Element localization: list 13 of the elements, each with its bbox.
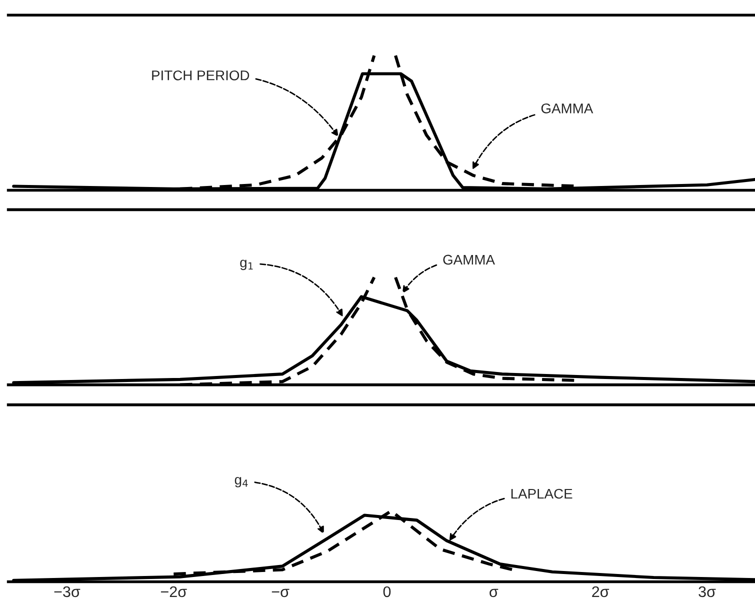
x-tick-label: 3σ [698,586,716,598]
annotation: PITCH PERIOD [152,70,250,80]
x-tick-label: −3σ [54,586,80,598]
annotation: GAMMA [541,103,594,114]
x-tick-label: 0 [383,586,391,598]
x-tick-label: 2σ [592,586,610,598]
annotation: g$_{1}$ [240,260,253,270]
annotation: GAMMA [443,254,495,265]
x-tick-label: σ [490,588,498,598]
annotation: g$_{4}$ [234,476,248,488]
x-tick-label: −σ [272,588,290,598]
annotation: LAPLACE [511,488,572,499]
x-tick-label: −2σ [160,586,187,598]
